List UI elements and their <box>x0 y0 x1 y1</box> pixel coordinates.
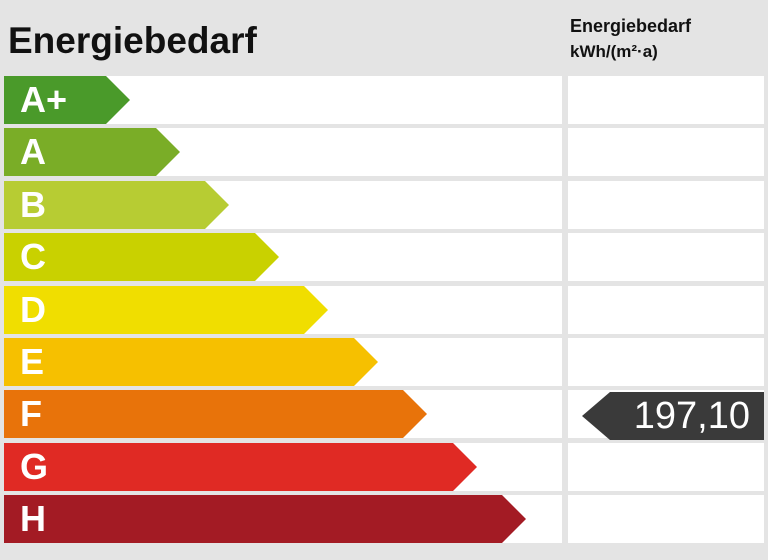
chart-title: Energiebedarf <box>8 20 257 61</box>
class-label-g: G <box>20 446 49 487</box>
row-right-g <box>568 443 764 491</box>
class-bar-e: E <box>4 338 378 386</box>
class-label-f: F <box>20 393 42 434</box>
class-label-b: B <box>20 184 46 225</box>
class-bar-a: A <box>4 128 180 176</box>
header-right-cell: Energiebedarf kWh/(m²·a) <box>566 6 764 74</box>
class-label-e: E <box>20 341 45 382</box>
header-left-cell: Energiebedarf <box>4 6 562 74</box>
class-bar-f: F <box>4 390 427 438</box>
value-marker-label: 197,10 <box>633 395 750 437</box>
class-bar-g: G <box>4 443 477 491</box>
row-right-h <box>568 495 764 543</box>
row-right-a <box>568 128 764 176</box>
value-marker: 197,10 <box>582 392 764 440</box>
column-header-line-2: kWh/(m²·a) <box>570 42 658 61</box>
class-label-h: H <box>20 498 46 539</box>
class-label-c: C <box>20 236 46 277</box>
row-right-b <box>568 181 764 229</box>
class-bar-aplus: A+ <box>4 76 130 124</box>
row-right-aplus <box>568 76 764 124</box>
row-right-c <box>568 233 764 281</box>
class-label-d: D <box>20 289 46 330</box>
class-bar-c: C <box>4 233 279 281</box>
class-label-aplus: A+ <box>20 79 68 120</box>
class-label-a: A <box>20 131 46 172</box>
row-right-e <box>568 338 764 386</box>
column-header-line-1: Energiebedarf <box>570 16 692 36</box>
class-bar-d: D <box>4 286 328 334</box>
class-bar-h: H <box>4 495 526 543</box>
row-right-d <box>568 286 764 334</box>
class-bar-b: B <box>4 181 229 229</box>
